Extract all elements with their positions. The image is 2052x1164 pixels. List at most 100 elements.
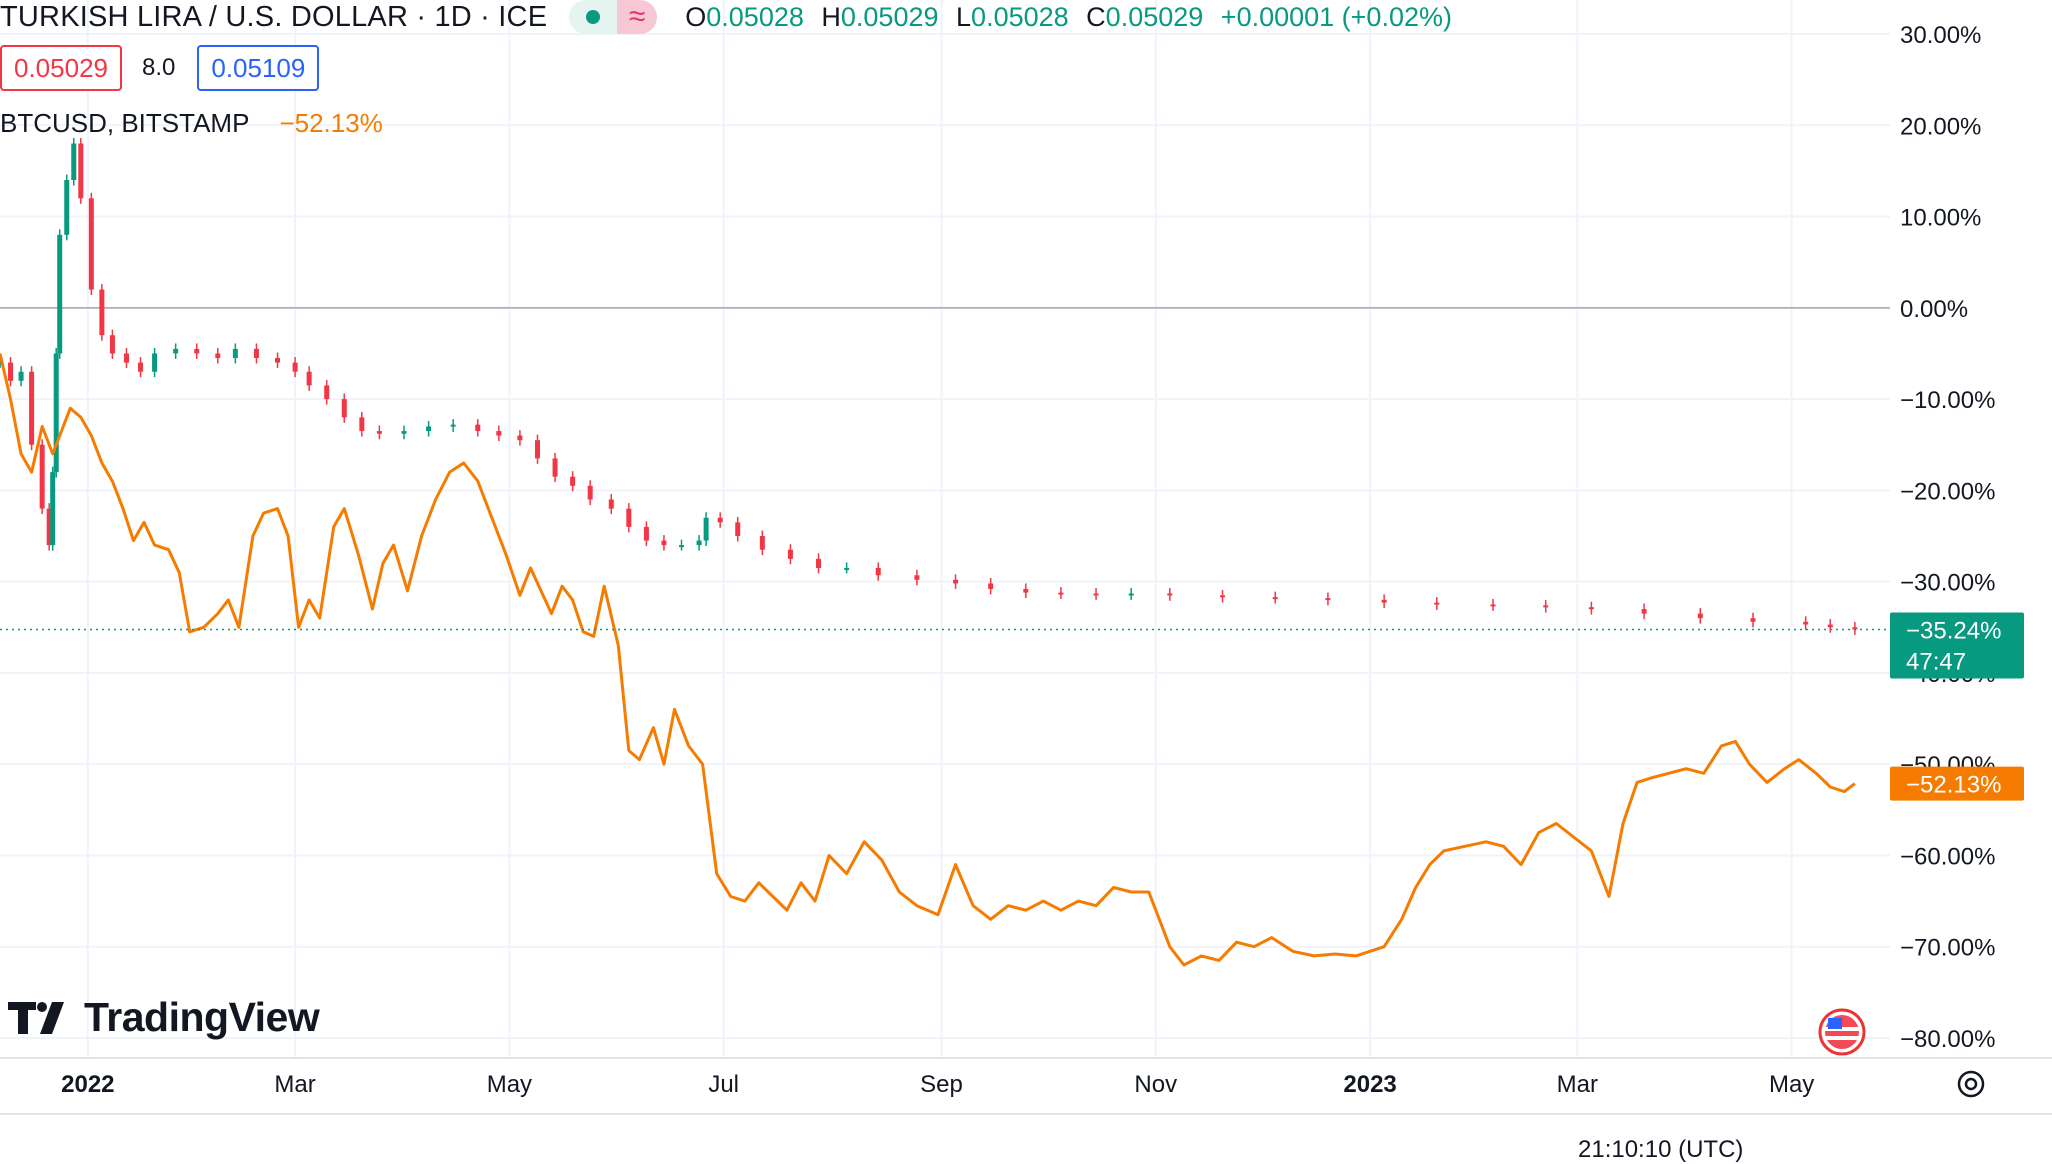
x-tick-label: Sep: [920, 1071, 963, 1098]
ask-price-box[interactable]: 0.05109: [197, 45, 320, 91]
tradingview-logo-icon: [8, 1001, 64, 1034]
compare-symbol[interactable]: BTCUSD, BITSTAMP: [0, 108, 250, 138]
candle-body: [152, 353, 158, 372]
time-axis: 2022 Mar May Jul Sep Nov 2023 Mar May: [61, 1071, 1814, 1098]
candle-body: [735, 522, 741, 536]
candle-body: [99, 289, 105, 336]
candle-body: [1852, 627, 1858, 630]
candle-body: [1128, 593, 1134, 596]
candle-body: [71, 143, 77, 181]
bid-price-box[interactable]: 0.05029: [0, 45, 122, 91]
y-tick-label: 30.00%: [1900, 22, 1981, 49]
y-tick-label: −70.00%: [1900, 935, 1995, 962]
close-value: 0.05029: [1105, 1, 1204, 32]
x-tick-label: 2023: [1343, 1071, 1396, 1098]
candle-body: [875, 567, 881, 576]
candle-body: [1325, 598, 1331, 601]
y-tick-label: 20.00%: [1900, 113, 1981, 140]
chart-grid: [0, 0, 2052, 1115]
candle-body: [517, 435, 523, 441]
btcusd-line: [0, 353, 1856, 967]
candle-body: [426, 426, 432, 432]
x-tick-label: Mar: [1557, 1071, 1598, 1098]
candle-body: [759, 536, 765, 550]
candle-body: [50, 472, 56, 546]
candle-body: [679, 545, 685, 548]
flag-icon[interactable]: [1818, 1008, 1866, 1056]
candle-body: [1803, 621, 1809, 625]
y-tick-label: −80.00%: [1900, 1026, 1995, 1053]
settings-gear-icon[interactable]: [1957, 1070, 1985, 1098]
time-readout: 21:10:10 (UTC): [1578, 1136, 1744, 1163]
y-tick-label: −20.00%: [1900, 478, 1995, 505]
ohlc-values: O0.05028 H0.05029 L0.05028 C0.05029 +0.0…: [685, 1, 1452, 32]
candle-body: [787, 549, 793, 559]
candle-body: [253, 348, 259, 359]
indicator-wave-icon[interactable]: ≈: [617, 0, 658, 34]
y-tick-label: −60.00%: [1900, 843, 1995, 870]
try-usd-candles: [0, 138, 1858, 635]
x-tick-label: 2022: [61, 1071, 114, 1098]
candle-body: [1490, 604, 1496, 607]
candle-body: [123, 353, 129, 363]
candle-body: [587, 485, 593, 500]
x-tick-label: Jul: [708, 1071, 739, 1098]
symbol-title[interactable]: TURKISH LIRA / U.S. DOLLAR · 1D · ICE: [0, 0, 548, 33]
candle-body: [552, 458, 558, 477]
high-value: 0.05029: [840, 1, 939, 32]
candle-body: [1750, 618, 1756, 622]
candle-body: [1272, 597, 1278, 600]
candle-body: [475, 424, 481, 432]
candle-body: [1697, 613, 1703, 619]
candle-body: [717, 517, 723, 523]
btcusd-series-line: [0, 353, 1856, 967]
candle-body: [401, 431, 407, 434]
candle-body: [64, 180, 70, 235]
candle-body: [696, 540, 702, 546]
candle-body: [661, 540, 667, 546]
candle-body: [1827, 624, 1833, 628]
compare-change: −52.13%: [279, 108, 383, 138]
candle-body: [1641, 609, 1647, 614]
candle-body: [46, 508, 52, 546]
candle-body: [1381, 599, 1387, 603]
y-tick-label: 0.00%: [1900, 296, 1968, 323]
candle-body: [988, 583, 994, 589]
candle-body: [1058, 592, 1064, 595]
candle-body: [324, 385, 330, 400]
candle-body: [953, 579, 959, 584]
x-tick-label: May: [487, 1071, 532, 1098]
last-price-label-text: −35.24%: [1906, 617, 2001, 644]
candle-body: [232, 348, 238, 359]
candle-body: [292, 362, 298, 372]
candle-body: [215, 353, 221, 359]
x-tick-label: Nov: [1134, 1071, 1177, 1098]
price-axis: 30.00% 20.00% 10.00% 0.00% −10.00% −20.00% −30…: [1900, 22, 1995, 1053]
compare-legend[interactable]: BTCUSD, BITSTAMP −52.13%: [0, 108, 383, 139]
last-price-label-box: [1890, 612, 2024, 679]
candle-body: [1434, 602, 1440, 605]
candle-body: [194, 348, 200, 354]
candle-body: [359, 417, 365, 432]
open-value: 0.05028: [706, 1, 804, 32]
tradingview-logo[interactable]: TradingView: [8, 994, 320, 1041]
candle-body: [275, 358, 281, 363]
candle-body: [608, 499, 614, 509]
low-value: 0.05028: [971, 1, 1069, 32]
candle-body: [496, 431, 502, 436]
compare-price-label-box: [1890, 766, 2024, 801]
candle-body: [1543, 605, 1549, 608]
candle-body: [109, 335, 115, 354]
candle-body: [626, 508, 632, 527]
candle-body: [1167, 593, 1173, 596]
x-tick-label: Mar: [274, 1071, 315, 1098]
candle-body: [173, 348, 179, 354]
market-status-icon[interactable]: [569, 0, 618, 34]
y-tick-label: 10.00%: [1900, 205, 1981, 232]
countdown-label-text: 47:47: [1906, 648, 1966, 675]
candle-body: [1093, 593, 1099, 596]
price-labels: −35.24% 47:47 −52.13%: [1890, 612, 2024, 801]
candle-body: [376, 431, 382, 434]
candle-body: [53, 353, 59, 473]
